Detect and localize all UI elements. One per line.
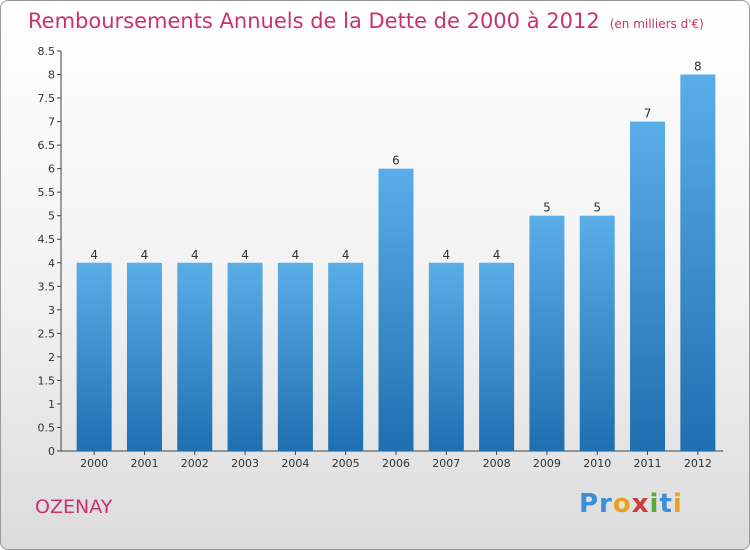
x-tick-label: 2008 bbox=[483, 457, 511, 470]
bar-2012 bbox=[680, 74, 716, 451]
x-tick-label: 2005 bbox=[332, 457, 360, 470]
x-tick-label: 2011 bbox=[634, 457, 662, 470]
logo-part: t bbox=[659, 489, 673, 519]
x-tick-label: 2012 bbox=[684, 457, 712, 470]
data-label-2009: 5 bbox=[543, 201, 551, 215]
y-tick-label: 8.5 bbox=[38, 45, 56, 58]
chart-title: Remboursements Annuels de la Dette de 20… bbox=[28, 9, 704, 33]
data-label-2003: 4 bbox=[241, 248, 249, 262]
data-label-2005: 4 bbox=[342, 248, 350, 262]
y-tick-label: 3.5 bbox=[38, 280, 56, 293]
y-tick-label: 0 bbox=[48, 445, 55, 458]
x-tick-label: 2002 bbox=[181, 457, 209, 470]
data-label-2000: 4 bbox=[90, 248, 98, 262]
y-tick-label: 4 bbox=[48, 257, 55, 270]
x-tick-label: 2009 bbox=[533, 457, 561, 470]
y-tick-label: 6.5 bbox=[38, 139, 56, 152]
data-label-2011: 7 bbox=[644, 107, 652, 121]
bar-2001 bbox=[126, 262, 162, 451]
proxiti-logo[interactable]: Proxiti bbox=[579, 489, 683, 519]
y-tick-label: 2.5 bbox=[38, 327, 56, 340]
y-tick-label: 3 bbox=[48, 304, 55, 317]
y-tick-label: 5 bbox=[48, 210, 55, 223]
bar-2010 bbox=[579, 215, 615, 451]
x-tick-label: 2010 bbox=[583, 457, 611, 470]
bar-2008 bbox=[479, 262, 515, 451]
bar-2009 bbox=[529, 215, 565, 451]
data-label-2002: 4 bbox=[191, 248, 199, 262]
bar-2002 bbox=[177, 262, 213, 451]
y-tick-label: 8 bbox=[48, 69, 55, 82]
data-label-2006: 6 bbox=[392, 154, 400, 168]
data-label-2007: 4 bbox=[442, 248, 450, 262]
x-tick-label: 2007 bbox=[432, 457, 460, 470]
y-tick-label: 1 bbox=[48, 398, 55, 411]
city-name: OZENAY bbox=[35, 496, 113, 518]
bar-2003 bbox=[227, 262, 263, 451]
x-tick-label: 2001 bbox=[130, 457, 158, 470]
y-tick-label: 1.5 bbox=[38, 374, 56, 387]
y-tick-label: 2 bbox=[48, 351, 55, 364]
data-label-2004: 4 bbox=[292, 248, 300, 262]
bar-2011 bbox=[630, 121, 666, 452]
y-tick-label: 7 bbox=[48, 116, 55, 129]
x-tick-label: 2003 bbox=[231, 457, 259, 470]
bar-2005 bbox=[328, 262, 364, 451]
data-label-2010: 5 bbox=[593, 201, 601, 215]
logo-part: i bbox=[649, 489, 660, 519]
chart-subtitle: (en milliers d'€) bbox=[609, 17, 704, 31]
logo-part: Pr bbox=[579, 489, 613, 519]
bar-2004 bbox=[277, 262, 313, 451]
chart-title-text: Remboursements Annuels de la Dette de 20… bbox=[28, 9, 600, 33]
y-tick-label: 5.5 bbox=[38, 186, 56, 199]
x-tick-label: 2006 bbox=[382, 457, 410, 470]
logo-part: x bbox=[631, 489, 650, 519]
y-tick-label: 4.5 bbox=[38, 233, 56, 246]
y-tick-label: 6 bbox=[48, 163, 55, 176]
data-label-2012: 8 bbox=[694, 60, 702, 74]
x-tick-label: 2004 bbox=[281, 457, 309, 470]
logo-part: o bbox=[612, 489, 632, 519]
data-label-2008: 4 bbox=[493, 248, 501, 262]
bar-2006 bbox=[378, 168, 414, 451]
y-tick-label: 0.5 bbox=[38, 421, 56, 434]
bar-2007 bbox=[428, 262, 464, 451]
data-label-2001: 4 bbox=[141, 248, 149, 262]
bar-2000 bbox=[76, 262, 112, 451]
y-tick-label: 7.5 bbox=[38, 92, 56, 105]
x-tick-label: 2000 bbox=[80, 457, 108, 470]
logo-part: i bbox=[672, 489, 683, 519]
